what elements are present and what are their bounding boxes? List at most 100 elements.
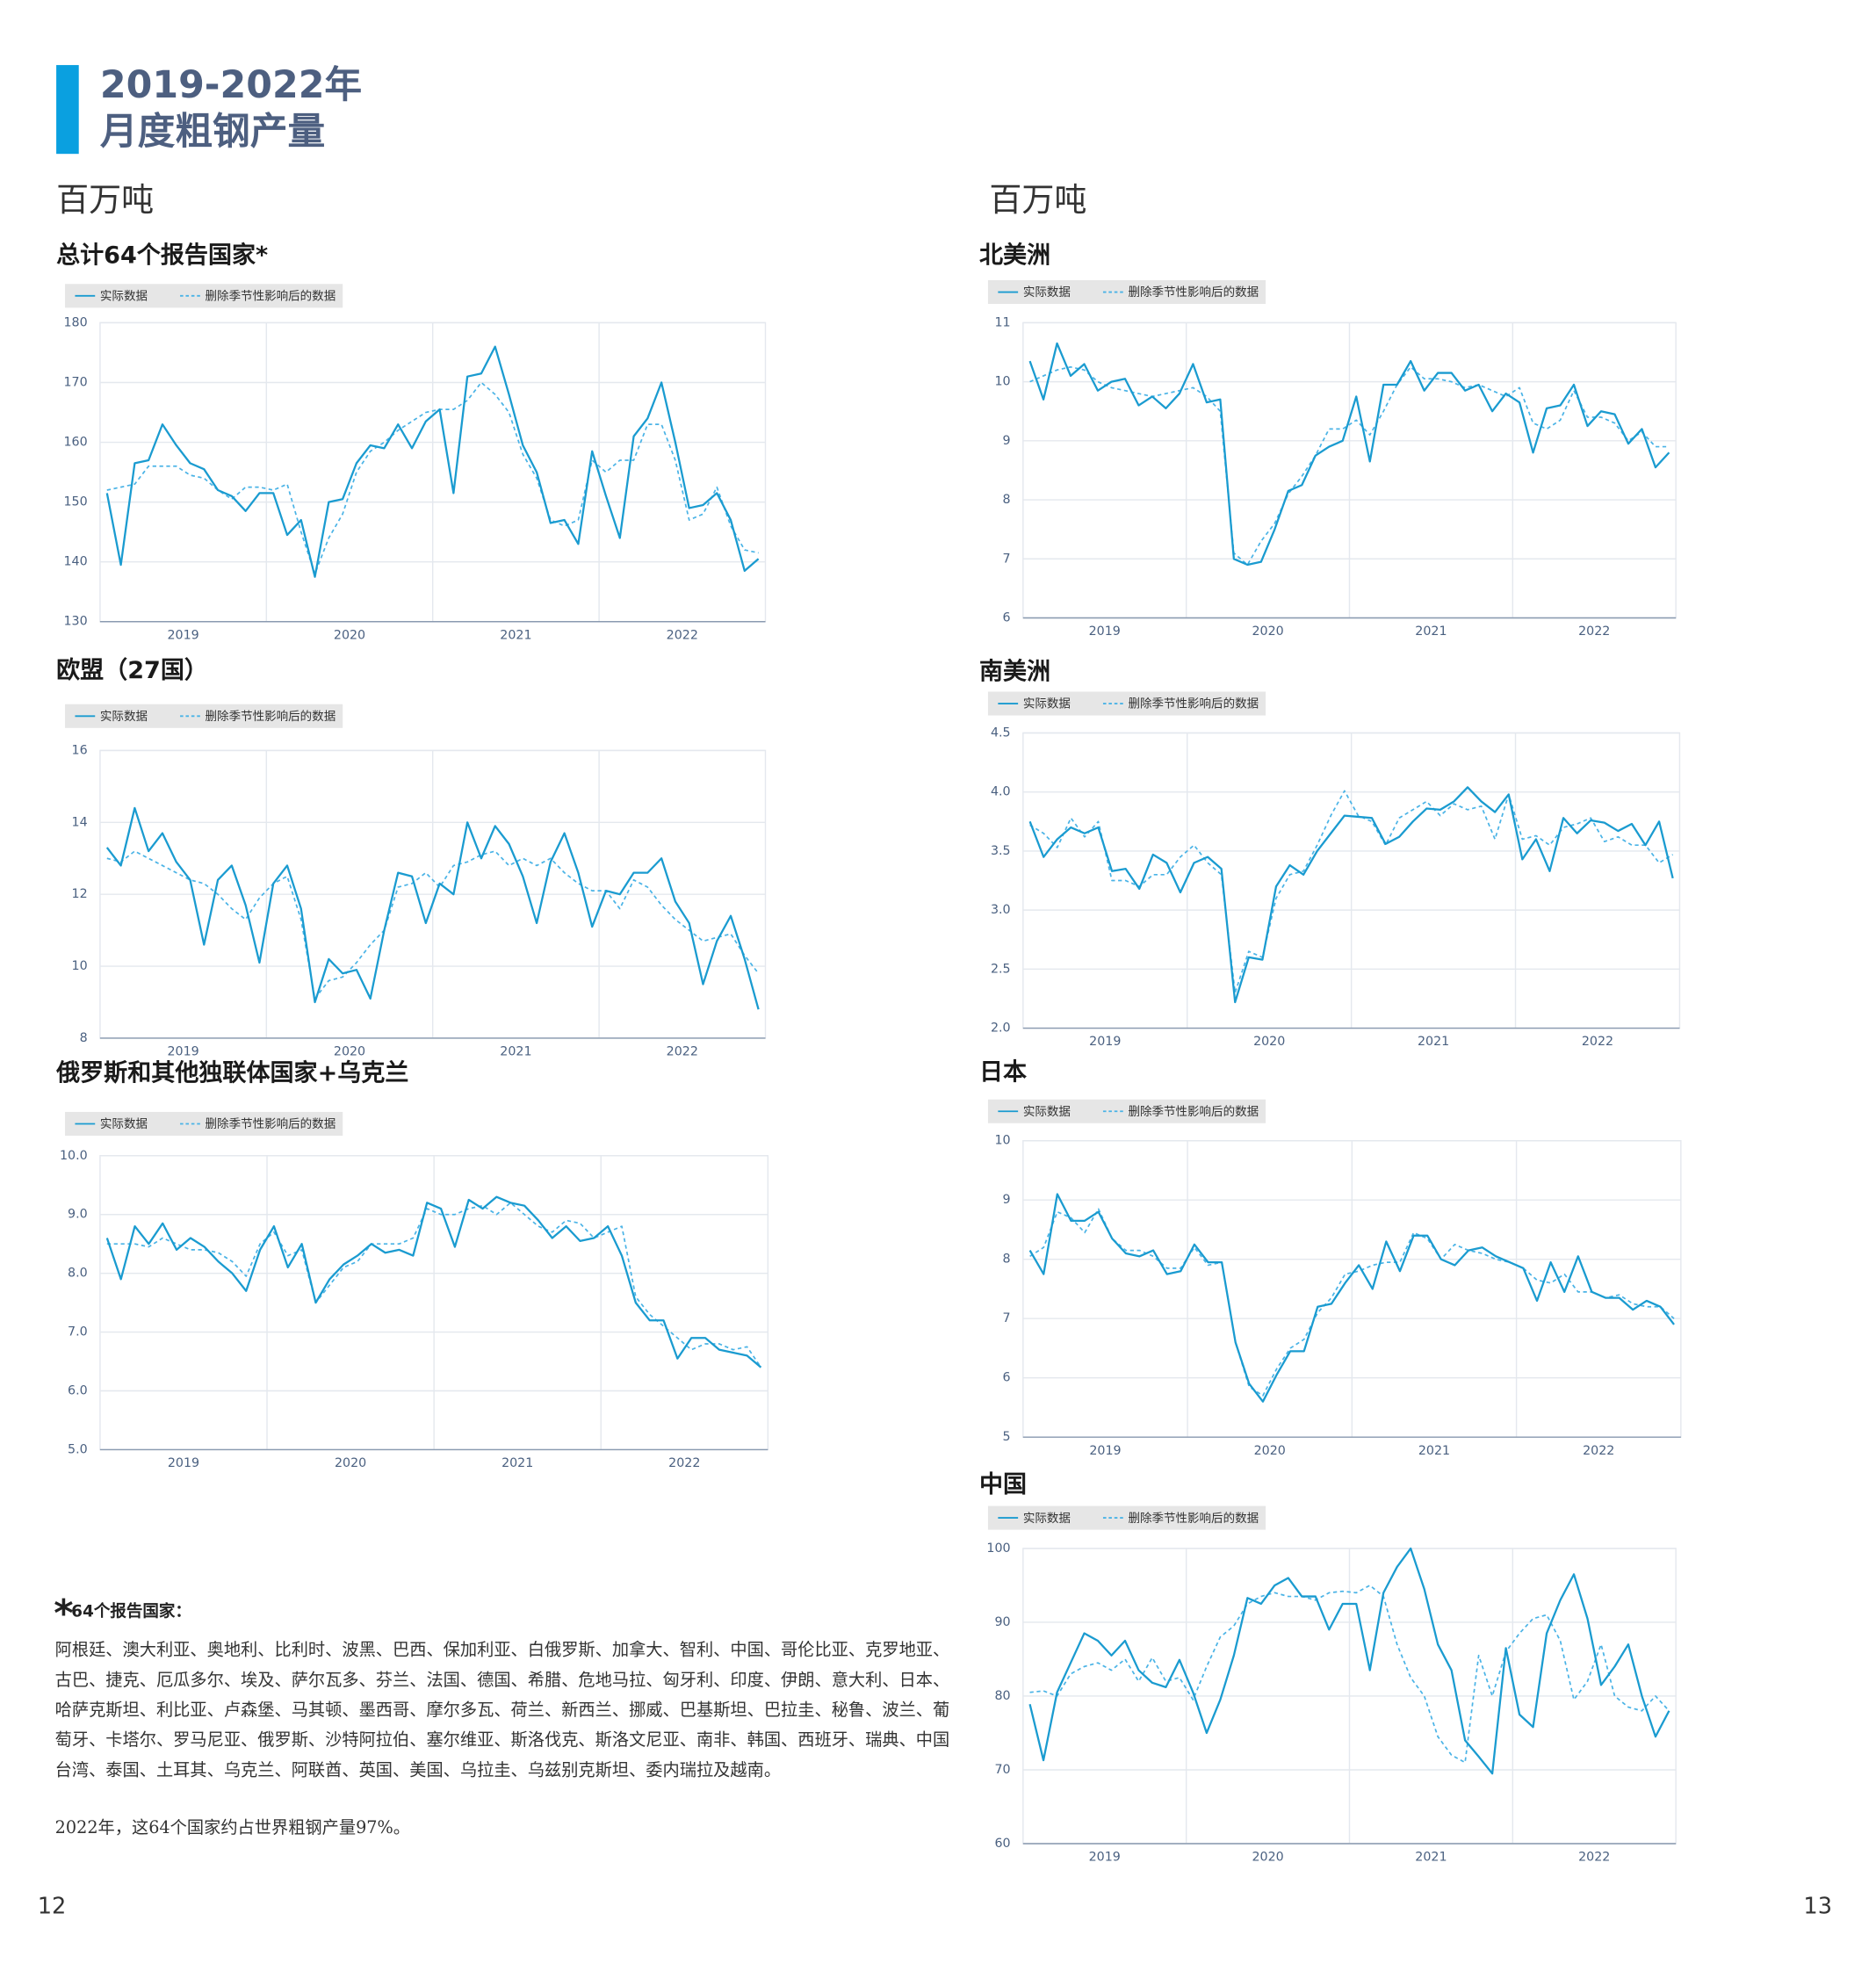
- y-tick-label: 140: [64, 555, 88, 569]
- chart-title: 总计64个报告国家*: [56, 241, 268, 269]
- page-number: 13: [1803, 1894, 1832, 1920]
- y-tick-label: 2.5: [991, 962, 1011, 976]
- chart-title: 欧盟（27国）: [56, 657, 208, 684]
- y-tick-label: 9.0: [68, 1208, 88, 1222]
- legend-label: 实际数据: [1023, 1512, 1071, 1526]
- x-tick-label: 2019: [1089, 1444, 1121, 1458]
- unit-label: 百万吨: [56, 181, 154, 219]
- title-bar: [56, 65, 79, 155]
- x-tick-label: 2019: [167, 628, 198, 642]
- y-tick-label: 2.0: [991, 1022, 1011, 1036]
- y-tick-label: 14: [72, 815, 88, 829]
- page-title: 2019-2022年: [100, 63, 362, 107]
- x-tick-label: 2021: [500, 1045, 531, 1059]
- chart-title: 俄罗斯和其他独联体国家+乌克兰: [55, 1059, 408, 1087]
- footnote-line: 哈萨克斯坦、利比亚、卢森堡、马其顿、墨西哥、摩尔多瓦、荷兰、新西兰、挪威、巴基斯…: [55, 1700, 950, 1720]
- y-tick-label: 5: [1003, 1430, 1011, 1444]
- legend-label: 删除季节性影响后的数据: [1128, 285, 1259, 300]
- y-tick-label: 7: [1003, 552, 1011, 566]
- chart-title: 中国: [979, 1471, 1027, 1498]
- y-tick-label: 8: [80, 1031, 88, 1045]
- y-tick-label: 10: [994, 1134, 1010, 1148]
- series-line: [106, 850, 760, 1000]
- y-tick-label: 8: [1003, 1253, 1011, 1267]
- series-line: [1028, 1547, 1670, 1775]
- legend-box: [65, 284, 343, 308]
- y-tick-label: 12: [72, 887, 88, 901]
- x-tick-label: 2019: [1089, 1851, 1121, 1865]
- x-tick-label: 2019: [1089, 1035, 1121, 1049]
- series-line: [106, 1202, 762, 1368]
- footnote-line: 台湾、泰国、土耳其、乌克兰、阿联酋、英国、美国、乌拉圭、乌兹别克斯坦、委内瑞拉及…: [55, 1759, 781, 1780]
- y-tick-label: 10: [994, 375, 1010, 389]
- y-tick-label: 10: [72, 959, 88, 973]
- series-line: [1029, 365, 1670, 566]
- x-tick-label: 2020: [1254, 1444, 1286, 1458]
- y-tick-label: 6.0: [68, 1384, 88, 1398]
- y-tick-label: 6: [1003, 1371, 1011, 1385]
- y-tick-label: 3.0: [991, 903, 1011, 917]
- x-tick-label: 2021: [1415, 625, 1447, 639]
- footnote-line: 古巴、捷克、厄瓜多尔、埃及、萨尔瓦多、芬兰、法国、德国、希腊、危地马拉、匈牙利、…: [55, 1670, 950, 1690]
- y-tick-label: 170: [64, 375, 88, 389]
- x-tick-label: 2019: [167, 1045, 198, 1059]
- legend-label: 实际数据: [100, 290, 148, 304]
- y-tick-label: 5.0: [68, 1442, 88, 1456]
- y-tick-label: 80: [994, 1689, 1010, 1703]
- y-tick-label: 7.0: [68, 1325, 88, 1339]
- page-number: 12: [38, 1894, 67, 1920]
- y-tick-label: 8.0: [68, 1267, 88, 1281]
- legend-label: 实际数据: [100, 710, 148, 724]
- y-tick-label: 60: [994, 1837, 1010, 1851]
- x-tick-label: 2021: [501, 1456, 533, 1470]
- y-tick-label: 90: [994, 1615, 1010, 1629]
- legend-label: 删除季节性影响后的数据: [1128, 1105, 1259, 1119]
- footnote-line: 萄牙、卡塔尔、罗马尼亚、俄罗斯、沙特阿拉伯、塞尔维亚、斯洛伐克、斯洛文尼亚、南非…: [55, 1729, 950, 1750]
- y-tick-label: 8: [1003, 493, 1011, 507]
- x-tick-label: 2022: [1578, 625, 1610, 639]
- series-line: [1028, 342, 1670, 567]
- series-line: [105, 1195, 762, 1368]
- x-tick-label: 2019: [1089, 625, 1121, 639]
- y-tick-label: 7: [1003, 1311, 1011, 1325]
- legend-label: 实际数据: [1023, 1105, 1071, 1119]
- legend-label: 删除季节性影响后的数据: [206, 1117, 336, 1131]
- x-tick-label: 2022: [1582, 1035, 1613, 1049]
- page-title: 月度粗钢产量: [100, 110, 325, 154]
- y-tick-label: 160: [64, 436, 88, 450]
- legend-label: 实际数据: [100, 1117, 148, 1131]
- x-tick-label: 2022: [667, 628, 698, 642]
- x-tick-label: 2019: [168, 1456, 199, 1470]
- x-tick-label: 2020: [335, 1456, 366, 1470]
- legend-box: [987, 691, 1266, 716]
- x-tick-label: 2020: [1252, 625, 1283, 639]
- y-tick-label: 180: [64, 315, 88, 329]
- y-tick-label: 130: [64, 615, 88, 629]
- chart-title: 南美洲: [979, 658, 1050, 686]
- x-tick-label: 2022: [668, 1456, 700, 1470]
- legend-label: 实际数据: [1023, 285, 1071, 300]
- footnote-line: 阿根廷、澳大利亚、奥地利、比利时、波黑、巴西、保加利亚、白俄罗斯、加拿大、智利、…: [55, 1640, 950, 1660]
- chart-title: 日本: [979, 1058, 1027, 1086]
- x-tick-label: 2020: [334, 1045, 365, 1059]
- x-tick-label: 2020: [334, 628, 365, 642]
- y-tick-label: 9: [1003, 1193, 1011, 1207]
- y-tick-label: 10.0: [60, 1149, 88, 1163]
- x-tick-label: 2021: [1418, 1035, 1449, 1049]
- series-line: [1028, 786, 1674, 1004]
- y-tick-label: 11: [994, 315, 1010, 329]
- x-tick-label: 2022: [1578, 1851, 1610, 1865]
- y-tick-label: 3.5: [991, 844, 1011, 858]
- series-line: [105, 806, 760, 1010]
- x-tick-label: 2021: [1418, 1444, 1450, 1458]
- y-tick-label: 9: [1003, 434, 1011, 448]
- x-tick-label: 2021: [1415, 1851, 1447, 1865]
- footnote-heading: 64个报告国家：: [71, 1602, 191, 1621]
- x-tick-label: 2020: [1252, 1851, 1283, 1865]
- series-line: [1028, 1193, 1675, 1403]
- legend-label: 实际数据: [1023, 697, 1071, 711]
- legend-label: 删除季节性影响后的数据: [206, 710, 336, 724]
- y-tick-label: 100: [986, 1541, 1010, 1556]
- unit-label: 百万吨: [989, 181, 1086, 219]
